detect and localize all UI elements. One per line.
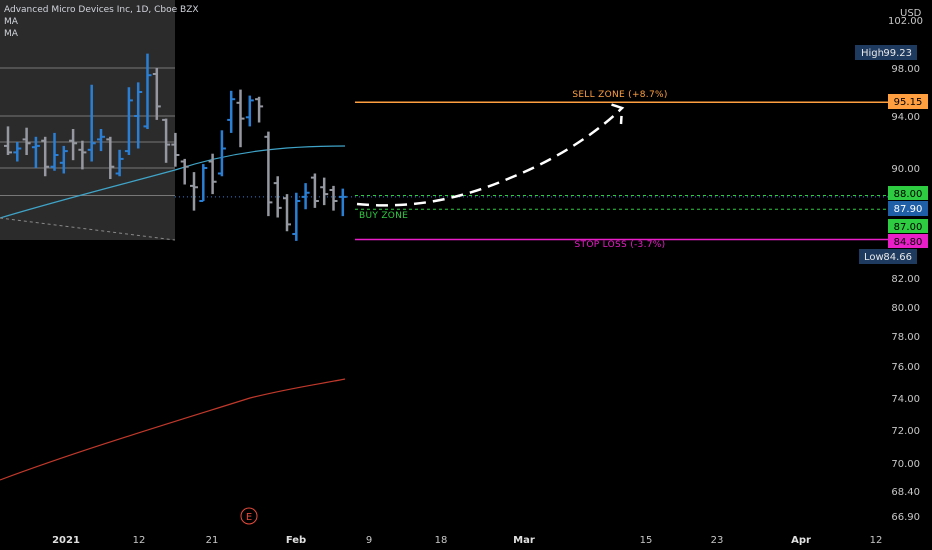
price-axis-label: 74.00 (891, 394, 920, 405)
ohlc-bar (115, 149, 124, 177)
ohlc-bar (106, 136, 115, 179)
ohlc-bar (180, 158, 189, 185)
ohlc-bar (217, 130, 226, 177)
high-tag-value: 99.23 (883, 48, 912, 59)
price-axis-label: 78.00 (891, 332, 920, 343)
projection-dashed-path (356, 102, 625, 207)
price-axis-label: 98.00 (891, 64, 920, 75)
earnings-icon[interactable] (240, 507, 258, 525)
ohlc-bar (134, 82, 143, 149)
ohlc-bar (69, 129, 78, 161)
ohlc-bar (152, 68, 161, 120)
ohlc-bar (199, 164, 208, 202)
ohlc-bar (273, 176, 282, 218)
ohlc-bar (13, 142, 22, 162)
indicator-label-ma-1[interactable]: MA (4, 17, 18, 27)
time-axis-label: Feb (286, 535, 306, 546)
symbol-title[interactable]: Advanced Micro Devices Inc, 1D, Cboe BZX (4, 5, 199, 15)
ohlc-bar (162, 118, 171, 163)
price-axis-label: 70.00 (891, 459, 920, 470)
indicator-label-ma-2[interactable]: MA (4, 29, 18, 39)
ohlc-bar (4, 126, 12, 155)
price-axis[interactable]: 102.00 98.00 94.00 90.00 82.00 80.00 78.00 76.0… (888, 16, 923, 523)
trend-dashed-line (0, 217, 176, 241)
projection-path (356, 102, 625, 207)
price-axis-label: 72.00 (891, 426, 920, 437)
low-tag-label: Low (864, 252, 884, 263)
buy-upper-price-tag: 88.00 (888, 186, 928, 200)
price-axis-label: 94.00 (891, 112, 920, 123)
ohlc-bar (329, 185, 338, 211)
price-axis-label: 66.90 (891, 512, 920, 523)
low-tag-value: 84.66 (883, 252, 912, 263)
ohlc-bar (59, 145, 68, 174)
ohlc-bar (124, 87, 133, 155)
ohlc-bar (31, 136, 40, 168)
time-axis-label: 15 (640, 535, 653, 546)
price-axis-label: 68.40 (891, 487, 920, 498)
ma-fast-line (0, 145, 346, 219)
time-axis-label: 23 (711, 535, 724, 546)
high-price-tag: High 99.23 (855, 45, 917, 60)
time-axis-label: 12 (870, 535, 883, 546)
ohlc-bar (245, 95, 254, 127)
ohlc-bar (208, 153, 217, 195)
price-axis-label: 76.00 (891, 362, 920, 373)
chart-panel-shade (0, 0, 175, 240)
price-axis-label: 90.00 (891, 164, 920, 175)
currency-label: USD (900, 8, 922, 19)
time-axis-label: Mar (513, 535, 535, 546)
time-axis-label: Apr (791, 535, 811, 546)
trade-level-lines (175, 101, 888, 241)
ohlc-bar (41, 136, 50, 177)
ohlc-bar (171, 132, 180, 167)
stop-price-tag: 84.80 (888, 234, 928, 248)
ohlc-bar (97, 129, 105, 152)
time-axis-label: 21 (206, 535, 219, 546)
chart-gridlines (0, 67, 175, 196)
buy-upper-tag-value: 88.00 (894, 189, 923, 200)
sell-zone-label: SELL ZONE (+8.7%) (572, 90, 667, 100)
time-axis-label: 9 (366, 535, 372, 546)
time-axis-label: 12 (133, 535, 146, 546)
ohlc-bars (4, 53, 347, 241)
ohlc-bar (310, 173, 319, 208)
last-price-tag-value: 87.90 (894, 204, 923, 215)
stop-tag-value: 84.80 (894, 237, 923, 248)
ma-slow-line (0, 378, 346, 481)
stop-loss-label: STOP LOSS (-3.7%) (575, 240, 666, 250)
buy-lower-tag-value: 87.00 (894, 222, 923, 233)
ohlc-bar (22, 127, 31, 155)
ohlc-bar (87, 84, 96, 162)
ohlc-bar (283, 194, 291, 232)
ohlc-bar (292, 192, 301, 241)
ohlc-bar (190, 172, 198, 211)
ohlc-bar (264, 131, 273, 217)
ohlc-bar (78, 140, 87, 170)
ohlc-bar (255, 96, 264, 123)
last-price-tag: 87.90 (888, 201, 928, 216)
ohlc-bar (301, 183, 310, 210)
moving-average-lines (0, 145, 346, 481)
ohlc-bar (143, 53, 152, 129)
buy-zone-label: BUY ZONE (359, 211, 408, 221)
ohlc-bar (227, 90, 236, 133)
high-tag-label: High (861, 48, 884, 59)
sell-price-tag: 95.15 (888, 94, 928, 109)
earnings-marker-label: E (246, 512, 252, 523)
ohlc-bar (50, 132, 59, 171)
ohlc-bar (320, 177, 329, 206)
price-axis-label: 102.00 (888, 16, 923, 27)
ohlc-bar (338, 188, 347, 217)
price-axis-label: 80.00 (891, 303, 920, 314)
time-axis[interactable]: 2021 12 21 Feb 9 18 Mar 15 23 Apr 12 (52, 535, 882, 546)
time-axis-label: 18 (435, 535, 448, 546)
sell-tag-value: 95.15 (894, 97, 923, 108)
ohlc-bar (236, 89, 245, 148)
time-axis-label: 2021 (52, 535, 80, 546)
low-price-tag: Low 84.66 (859, 249, 917, 264)
price-axis-label: 82.00 (891, 274, 920, 285)
buy-lower-price-tag: 87.00 (888, 219, 928, 233)
